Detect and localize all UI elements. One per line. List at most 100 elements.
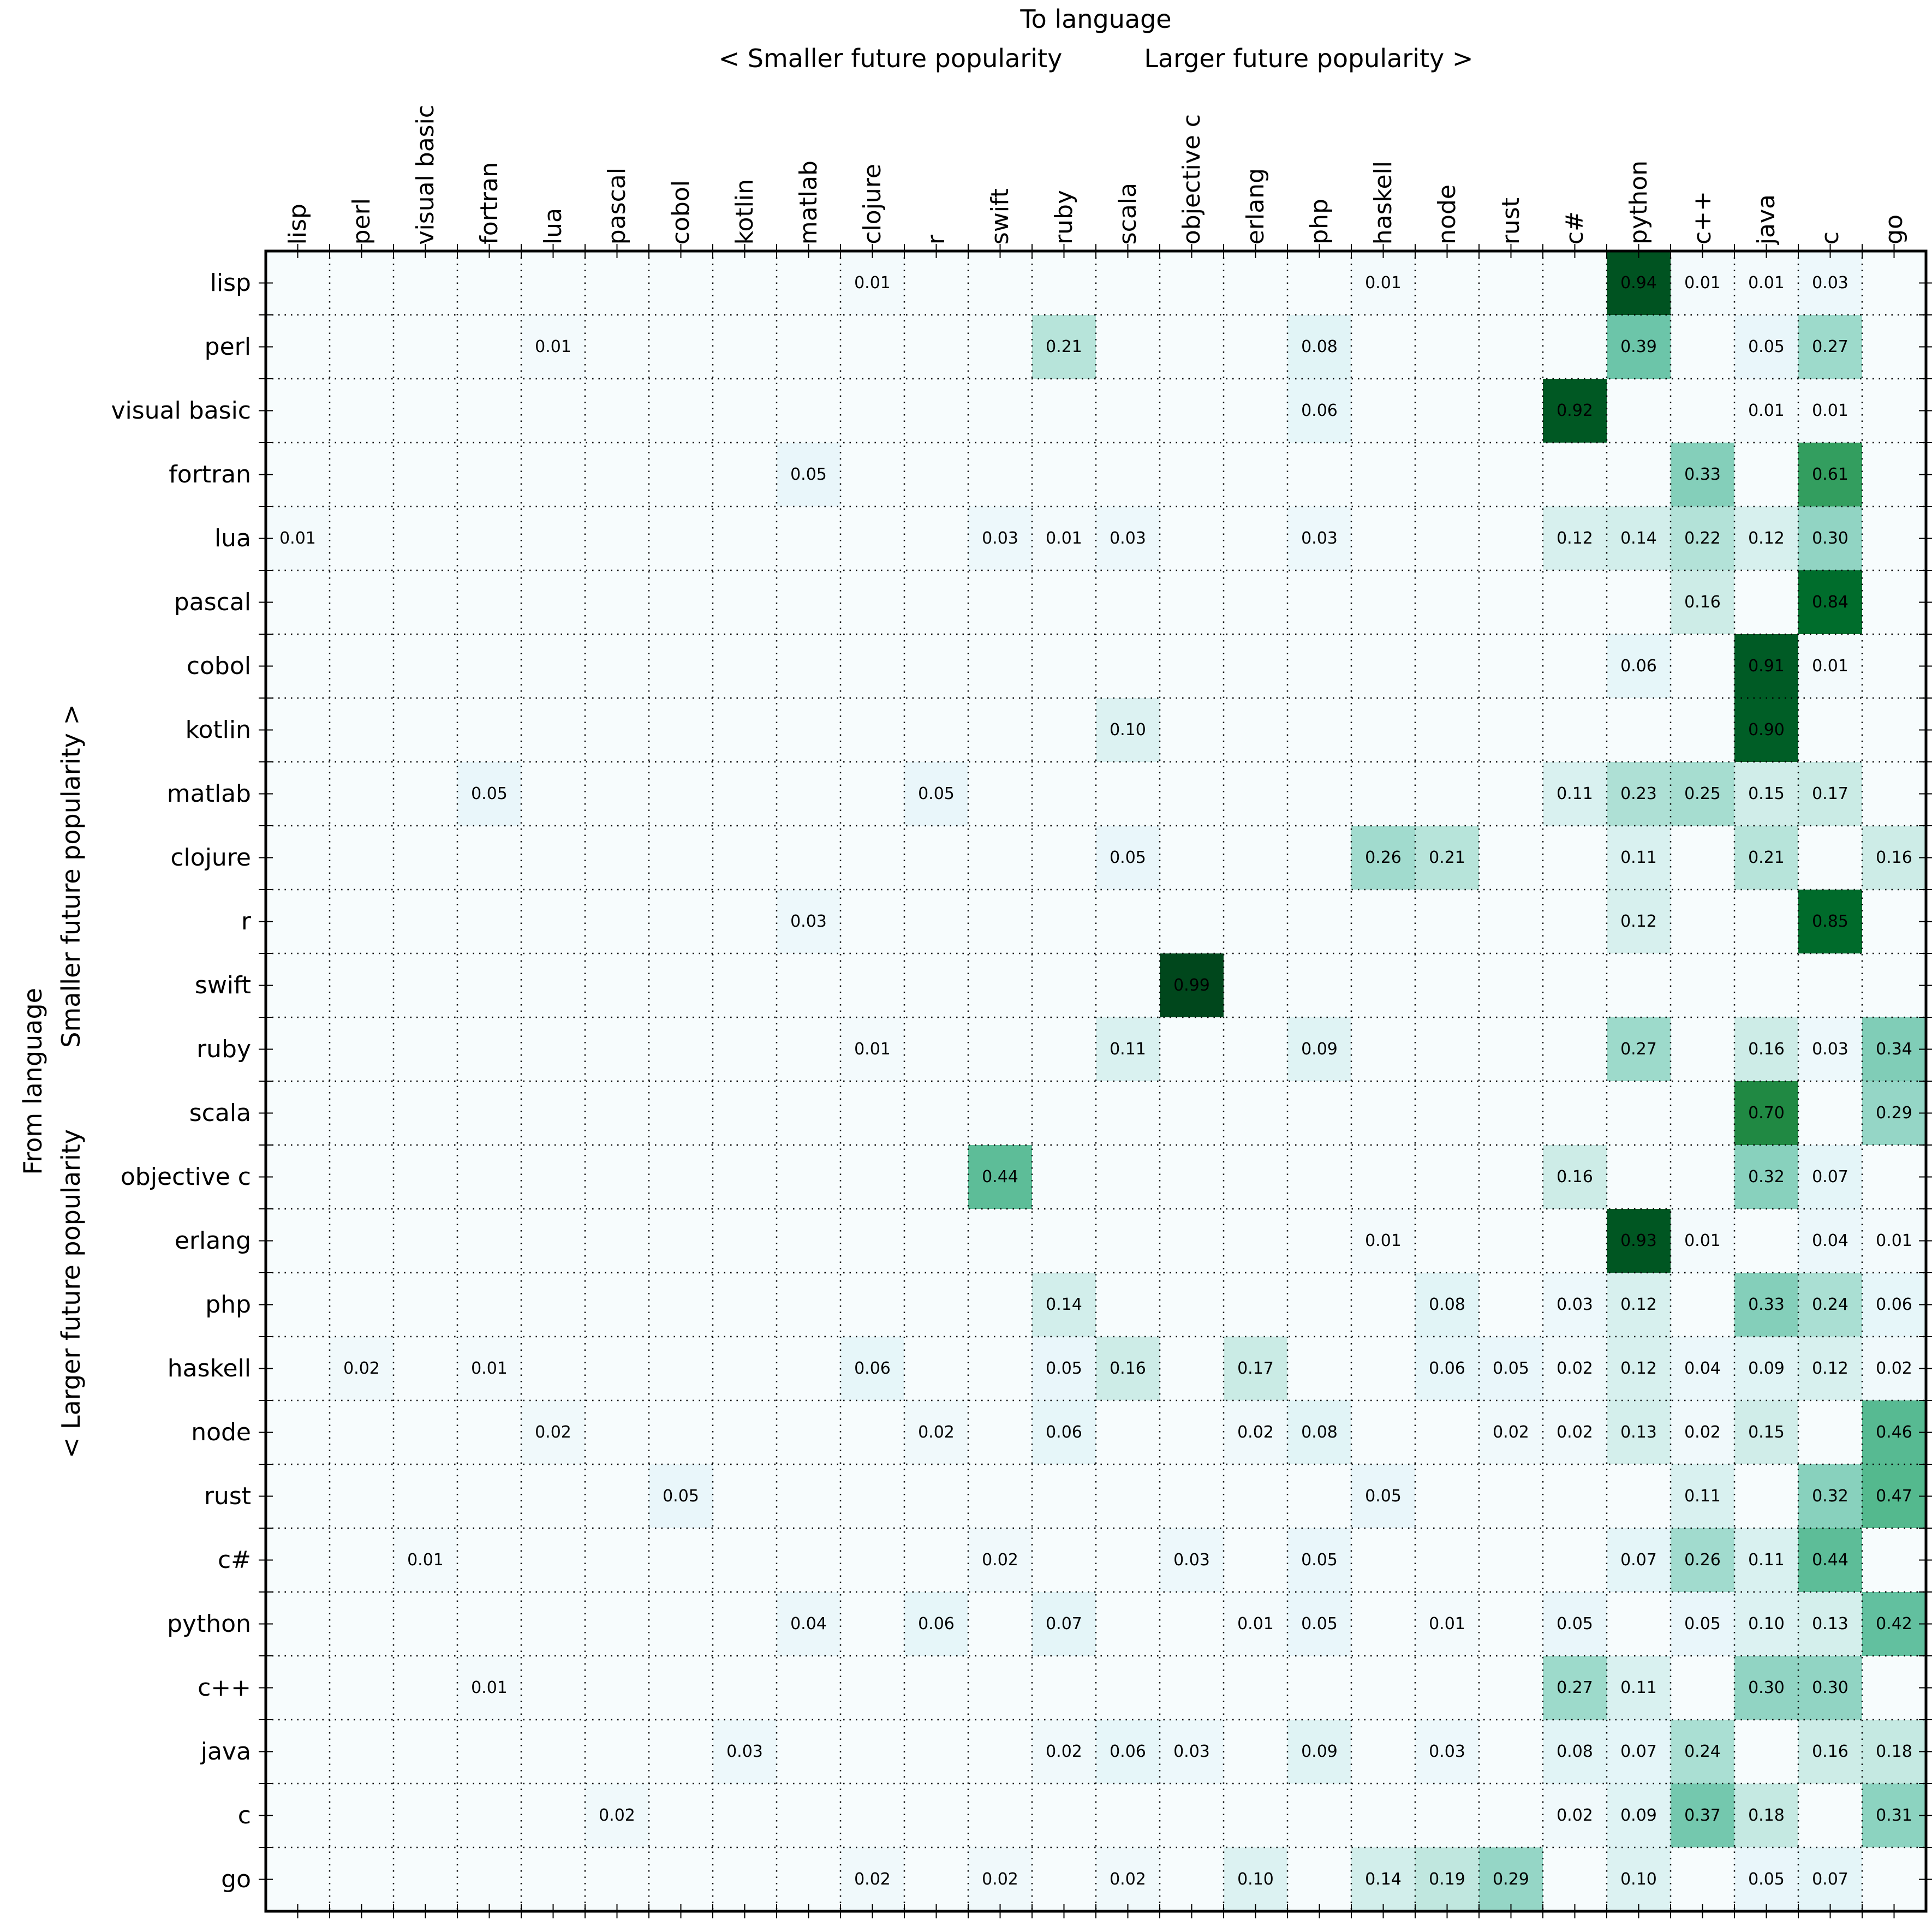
heatmap-cell-perl-to-php: 0.08 bbox=[1287, 315, 1351, 379]
heatmap-cell-clojure-to-python: 0.11 bbox=[1607, 826, 1671, 890]
heatmap-cell-lisp-to-c: 0.03 bbox=[1798, 251, 1862, 315]
heatmap-cell-haskell-to-scala: 0.16 bbox=[1096, 1337, 1160, 1400]
heatmap-cell-r-to-c: 0.85 bbox=[1798, 890, 1862, 953]
col-label-php: php bbox=[1305, 199, 1333, 245]
col-label-ruby: ruby bbox=[1050, 190, 1078, 245]
heatmap-cell-clojure-to-node: 0.21 bbox=[1415, 826, 1479, 890]
heatmap-cell-c-to-go: 0.31 bbox=[1862, 1784, 1926, 1847]
row-label-ruby: ruby bbox=[196, 1035, 251, 1063]
heatmap-cell-clojure-to-scala: 0.05 bbox=[1096, 826, 1160, 890]
heatmap-cell-objective-c-to-swift: 0.44 bbox=[968, 1145, 1032, 1209]
heatmap-cell-c-to-c#: 0.02 bbox=[1543, 1784, 1607, 1847]
heatmap-cell-visual-basic-to-php: 0.06 bbox=[1287, 379, 1351, 443]
heatmap-cell-haskell-to-perl: 0.02 bbox=[330, 1337, 393, 1400]
heatmap-cell-lua-to-java: 0.12 bbox=[1734, 506, 1798, 570]
col-label-cobol: cobol bbox=[666, 180, 695, 245]
heatmap-cell-r-to-matlab: 0.03 bbox=[777, 890, 840, 953]
row-label-erlang: erlang bbox=[174, 1226, 251, 1255]
heatmap-cell-haskell-to-java: 0.09 bbox=[1734, 1337, 1798, 1400]
heatmap-cell-python-to-erlang: 0.01 bbox=[1224, 1592, 1287, 1656]
col-label-python: python bbox=[1624, 160, 1653, 245]
heatmap-cell-perl-to-c: 0.27 bbox=[1798, 315, 1862, 379]
heatmap-cell-go-to-erlang: 0.10 bbox=[1224, 1847, 1287, 1911]
col-label-fortran: fortran bbox=[475, 162, 503, 245]
row-label-java: java bbox=[200, 1737, 251, 1766]
col-label-scala: scala bbox=[1113, 182, 1142, 245]
heatmap-cell-c-to-java: 0.18 bbox=[1734, 1784, 1798, 1847]
heatmap-cell-lisp-to-c++: 0.01 bbox=[1671, 251, 1734, 315]
row-label-lisp: lisp bbox=[210, 269, 251, 297]
heatmap-cell-erlang-to-c: 0.04 bbox=[1798, 1209, 1862, 1273]
heatmap-cell-lua-to-php: 0.03 bbox=[1287, 506, 1351, 570]
heatmap-cell-ruby-to-scala: 0.11 bbox=[1096, 1017, 1160, 1081]
heatmap-cell-ruby-to-clojure: 0.01 bbox=[840, 1017, 904, 1081]
heatmap-cell-node-to-php: 0.08 bbox=[1287, 1400, 1351, 1464]
heatmap-cell-ruby-to-php: 0.09 bbox=[1287, 1017, 1351, 1081]
heatmap-cell-haskell-to-node: 0.06 bbox=[1415, 1337, 1479, 1400]
heatmap-cell-erlang-to-c++: 0.01 bbox=[1671, 1209, 1734, 1273]
row-label-pascal: pascal bbox=[174, 588, 251, 616]
heatmap-cell-scala-to-go: 0.29 bbox=[1862, 1081, 1926, 1145]
heatmap-cell-haskell-to-ruby: 0.05 bbox=[1032, 1337, 1096, 1400]
heatmap-cell-python-to-node: 0.01 bbox=[1415, 1592, 1479, 1656]
heatmap-cell-erlang-to-go: 0.01 bbox=[1862, 1209, 1926, 1273]
heatmap-cell-lisp-to-clojure: 0.01 bbox=[840, 251, 904, 315]
heatmap-cell-ruby-to-c: 0.03 bbox=[1798, 1017, 1862, 1081]
heatmap-cell-perl-to-lua: 0.01 bbox=[521, 315, 585, 379]
col-label-swift: swift bbox=[986, 188, 1014, 245]
heatmap-cell-lua-to-c: 0.30 bbox=[1798, 506, 1862, 570]
heatmap-cell-node-to-lua: 0.02 bbox=[521, 1400, 585, 1464]
col-label-lisp: lisp bbox=[283, 203, 312, 245]
heatmap-cell-ruby-to-python: 0.27 bbox=[1607, 1017, 1671, 1081]
heatmap-cell-perl-to-python: 0.39 bbox=[1607, 315, 1671, 379]
heatmap-cell-python-to-ruby: 0.07 bbox=[1032, 1592, 1096, 1656]
heatmap-cell-lua-to-c++: 0.22 bbox=[1671, 506, 1734, 570]
heatmap-cell-c-to-c++: 0.37 bbox=[1671, 1784, 1734, 1847]
heatmap-cell-objective-c-to-java: 0.32 bbox=[1734, 1145, 1798, 1209]
heatmap-cell-python-to-c++: 0.05 bbox=[1671, 1592, 1734, 1656]
heatmap-cell-php-to-node: 0.08 bbox=[1415, 1273, 1479, 1337]
col-label-matlab: matlab bbox=[794, 160, 822, 245]
heatmap-cell-c#-to-swift: 0.02 bbox=[968, 1528, 1032, 1592]
heatmap-cell-c-to-python: 0.09 bbox=[1607, 1784, 1671, 1847]
heatmap-cell-haskell-to-clojure: 0.06 bbox=[840, 1337, 904, 1400]
row-label-visual-basic: visual basic bbox=[111, 396, 251, 425]
heatmap-grid bbox=[259, 244, 1932, 1918]
heatmap-cell-pascal-to-c++: 0.16 bbox=[1671, 570, 1734, 634]
heatmap-cell-erlang-to-python: 0.93 bbox=[1607, 1209, 1671, 1273]
row-label-haskell: haskell bbox=[167, 1354, 251, 1382]
heatmap-cell-rust-to-c: 0.32 bbox=[1798, 1464, 1862, 1528]
row-label-fortran: fortran bbox=[169, 460, 251, 488]
top-axis-smaller-label: < Smaller future popularity bbox=[718, 44, 1063, 73]
heatmap-cell-c++-to-c#: 0.27 bbox=[1543, 1656, 1607, 1720]
heatmap-cell-c#-to-visual-basic: 0.01 bbox=[393, 1528, 457, 1592]
col-label-erlang: erlang bbox=[1241, 168, 1269, 245]
heatmap-cell-matlab-to-c++: 0.25 bbox=[1671, 762, 1734, 826]
heatmap-cell-kotlin-to-scala: 0.10 bbox=[1096, 698, 1160, 762]
heatmap-cell-go-to-python: 0.10 bbox=[1607, 1847, 1671, 1911]
heatmap-cell-objective-c-to-c#: 0.16 bbox=[1543, 1145, 1607, 1209]
col-label-r: r bbox=[922, 234, 950, 245]
top-axis-larger-label: Larger future popularity > bbox=[1144, 44, 1474, 73]
heatmap-cell-matlab-to-fortran: 0.05 bbox=[457, 762, 521, 826]
heatmap-cell-go-to-java: 0.05 bbox=[1734, 1847, 1798, 1911]
heatmap-cell-rust-to-haskell: 0.05 bbox=[1351, 1464, 1415, 1528]
row-label-clojure: clojure bbox=[170, 843, 251, 872]
heatmap-cell-ruby-to-go: 0.34 bbox=[1862, 1017, 1926, 1081]
col-label-visual-basic: visual basic bbox=[411, 104, 439, 245]
heatmap-cell-kotlin-to-java: 0.90 bbox=[1734, 698, 1798, 762]
heatmap-cell-node-to-rust: 0.02 bbox=[1479, 1400, 1543, 1464]
heatmap-cell-perl-to-ruby: 0.21 bbox=[1032, 315, 1096, 379]
col-label-haskell: haskell bbox=[1369, 160, 1397, 245]
heatmap-cell-erlang-to-haskell: 0.01 bbox=[1351, 1209, 1415, 1273]
col-label-perl: perl bbox=[347, 198, 375, 245]
heatmap-cell-haskell-to-c: 0.12 bbox=[1798, 1337, 1862, 1400]
heatmap-cell-haskell-to-c#: 0.02 bbox=[1543, 1337, 1607, 1400]
row-label-php: php bbox=[205, 1290, 251, 1319]
heatmap-cell-haskell-to-python: 0.12 bbox=[1607, 1337, 1671, 1400]
heatmap-cell-c#-to-java: 0.11 bbox=[1734, 1528, 1798, 1592]
heatmap: 0.01 0.01 0.94 0.01 0.01 0.03 0.01 0.21 0.08 0.39… bbox=[266, 251, 1926, 1911]
row-label-objective-c: objective c bbox=[120, 1162, 251, 1191]
heatmap-cell-lisp-to-python: 0.94 bbox=[1607, 251, 1671, 315]
